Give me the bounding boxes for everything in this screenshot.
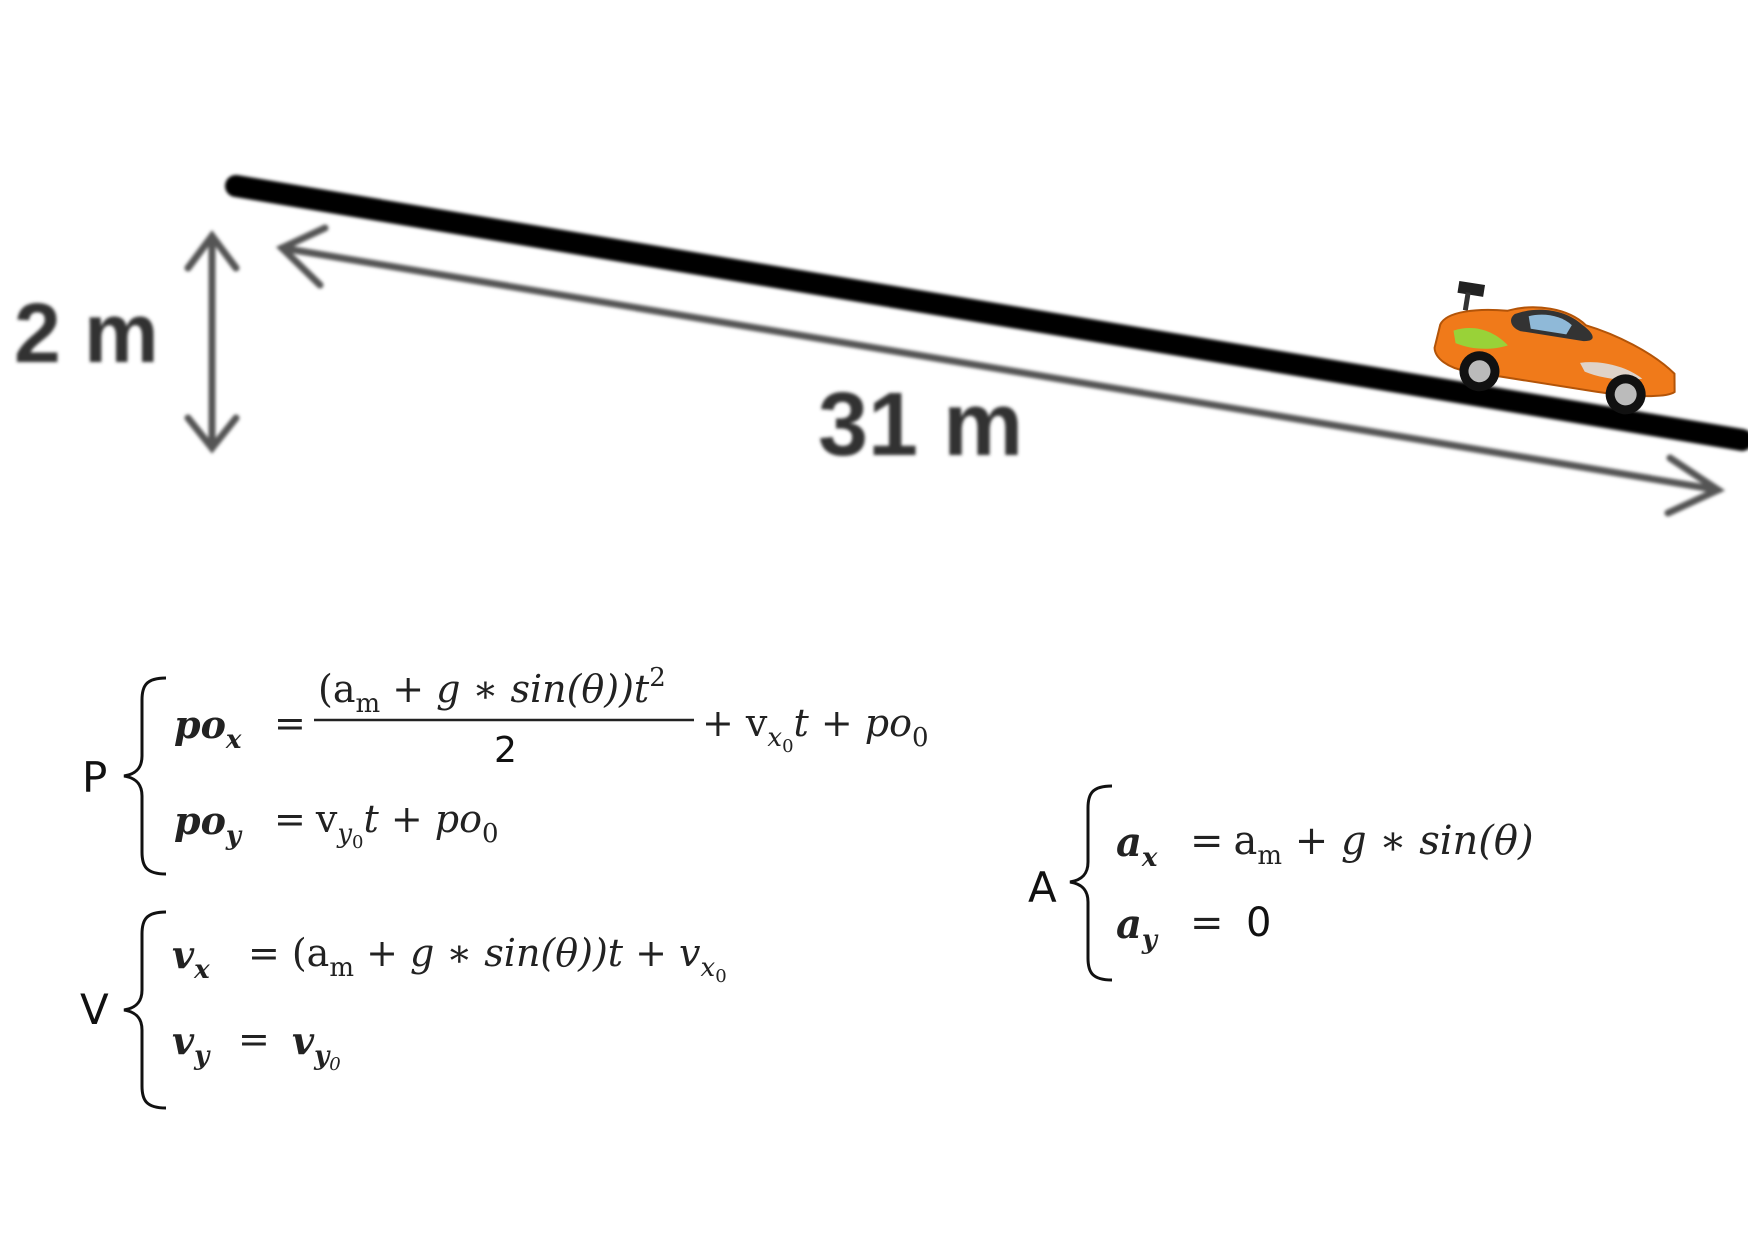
- pos-x-tail-plus: + v: [702, 701, 768, 745]
- position-equations: P pox = (am + g ∗ sin(θ))t2 2 + vx0t + p…: [82, 663, 929, 876]
- acc-x-rhs-a: a: [1234, 818, 1258, 864]
- pos-y-rhs-v: v: [315, 797, 338, 841]
- acceleration-equations: A ax = am + g ∗ sin(θ) ay = 0: [1028, 784, 1534, 982]
- vel-x-rhs-tail-subsub: 0: [715, 966, 726, 987]
- vel-y-equals: =: [238, 1017, 270, 1061]
- svg-text:vy0: vy0: [292, 1018, 341, 1075]
- pos-x-tail-rest-sub: 0: [912, 723, 929, 753]
- svg-text:=(am + g ∗ sin(θ))t + vx0: = (am + g ∗ sin(θ))t + vx0: [248, 931, 727, 987]
- vel-x-lhs-sub: x: [193, 955, 210, 985]
- pos-y-rhs-rest-sub: 0: [482, 819, 499, 849]
- acceleration-brace: [1069, 784, 1113, 982]
- height-arrow: [184, 230, 240, 454]
- position-group-label: P: [82, 753, 107, 802]
- acc-y-equals: =: [1190, 900, 1224, 946]
- pos-x-num: (a: [318, 667, 355, 711]
- vel-x-rhs-a: (a: [292, 931, 329, 975]
- pos-x-num-sub: m: [355, 689, 380, 719]
- pos-y-rhs-sub: y: [336, 819, 352, 849]
- length-arrow: [275, 224, 1726, 517]
- height-label: 2 m: [14, 286, 159, 380]
- velocity-brace: [123, 910, 167, 1110]
- velocity-group-label: V: [80, 985, 109, 1034]
- pos-x-num-rest: + g ∗ sin(θ))t: [380, 667, 650, 711]
- pos-x-den: 2: [494, 730, 517, 771]
- acc-x-lhs: a: [1116, 819, 1142, 866]
- pos-y-lhs: po: [174, 798, 226, 843]
- vel-x-rhs-rest: + g ∗ sin(θ))t + v: [354, 931, 701, 975]
- pos-y-rhs-subsub: 0: [352, 832, 363, 853]
- acc-x-lhs-sub: x: [1141, 843, 1158, 873]
- sports-car-icon: [1433, 280, 1676, 415]
- svg-text:pox: pox: [174, 702, 242, 755]
- acc-y-rhs: 0: [1246, 900, 1271, 946]
- svg-text:=am + g ∗ sin(θ): = am + g ∗ sin(θ): [1190, 818, 1534, 871]
- svg-text:(am + g ∗ sin(θ))t2: (am + g ∗ sin(θ))t2: [318, 663, 666, 719]
- vel-x-rhs-tail-sub: x: [701, 953, 716, 983]
- pos-x-tail-subsub: 0: [782, 736, 793, 757]
- svg-text:vx: vx: [172, 932, 210, 985]
- vel-y-rhs-subsub: 0: [329, 1054, 340, 1075]
- pos-y-rhs-rest: t + po: [363, 797, 481, 841]
- svg-text:vy: vy: [172, 1018, 211, 1071]
- acc-x-rhs-sub: m: [1257, 841, 1282, 871]
- svg-text:ax: ax: [1116, 819, 1158, 873]
- velocity-equations: V vx = (am + g ∗ sin(θ))t + vx0 vy = vy0: [80, 910, 727, 1110]
- pos-x-equals: =: [274, 701, 306, 745]
- svg-text:+ vx0t + po0: + vx0t + po0: [702, 701, 929, 757]
- pos-x-lhs-sub: x: [225, 725, 242, 755]
- vel-x-equals: =: [248, 931, 280, 975]
- svg-text:=vy0t + po0: = vy0t + po0: [274, 797, 499, 853]
- acc-x-equals: =: [1190, 818, 1224, 864]
- acc-y-lhs-sub: y: [1141, 925, 1159, 955]
- length-label: 31 m: [818, 375, 1023, 475]
- svg-text:ay: ay: [1116, 901, 1159, 955]
- vel-y-rhs: v: [292, 1018, 315, 1063]
- pos-x-num-sup: 2: [649, 663, 666, 693]
- pos-y-lhs-sub: y: [225, 821, 243, 851]
- acc-y-lhs: a: [1116, 901, 1142, 948]
- acc-x-rhs-rest: + g ∗ sin(θ): [1282, 818, 1534, 864]
- vel-y-lhs: v: [172, 1018, 195, 1063]
- ramp-surface: [225, 175, 1748, 451]
- vel-x-lhs: v: [172, 932, 195, 977]
- position-brace: [123, 676, 167, 876]
- vel-y-rhs-sub: y: [313, 1041, 331, 1071]
- ramp-diagram: 2 m 31 m: [14, 175, 1748, 517]
- vel-y-lhs-sub: y: [193, 1041, 211, 1071]
- vel-x-rhs-sub: m: [329, 953, 354, 983]
- pos-x-lhs: po: [174, 702, 226, 747]
- pos-y-equals: =: [274, 797, 306, 841]
- acceleration-group-label: A: [1028, 863, 1057, 912]
- pos-x-tail-sub: x: [767, 723, 782, 753]
- svg-text:poy: poy: [174, 798, 243, 851]
- pos-x-tail-rest: t + po: [794, 701, 912, 745]
